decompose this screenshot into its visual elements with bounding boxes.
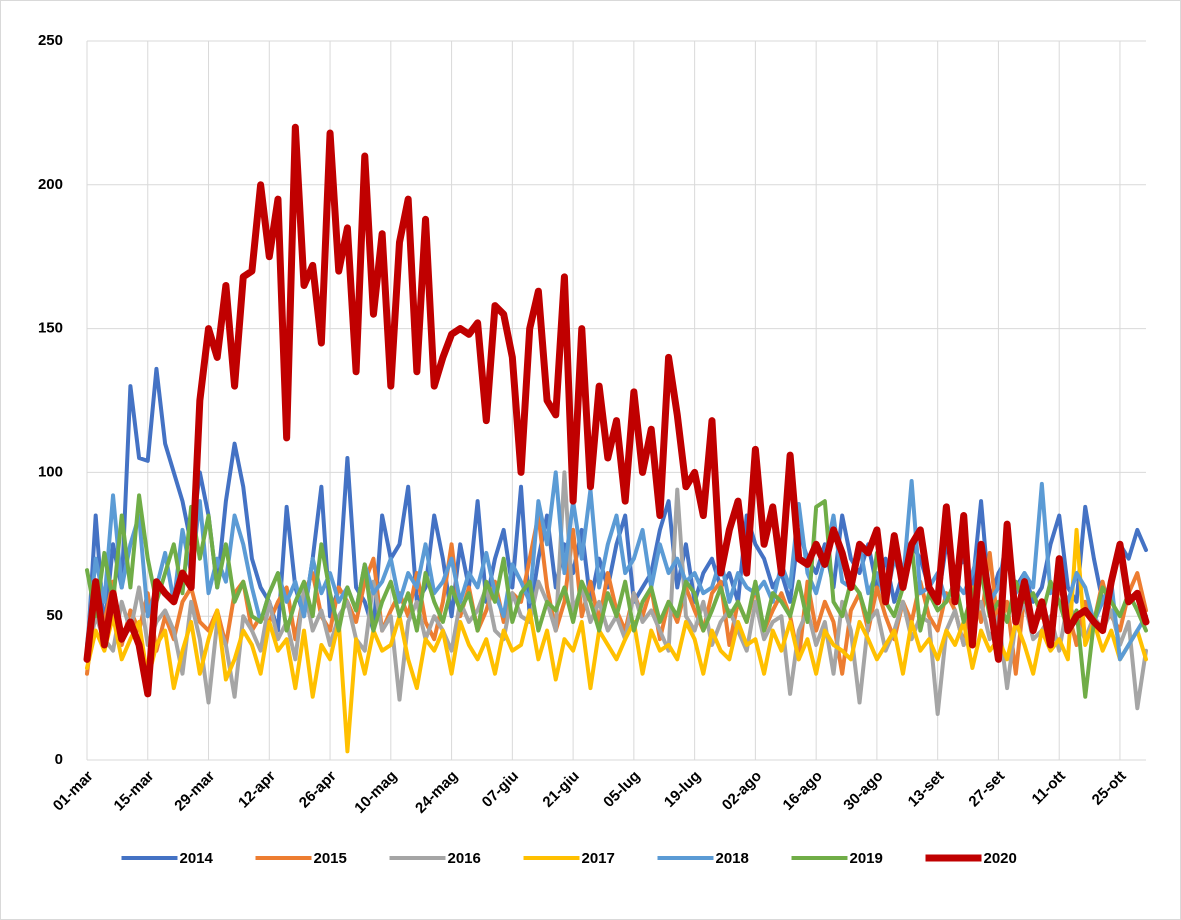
y-tick-label: 0 bbox=[55, 751, 63, 768]
legend-label: 2019 bbox=[850, 850, 883, 867]
line-series bbox=[85, 527, 1148, 754]
legend-label: 2014 bbox=[180, 850, 214, 867]
y-tick-label: 250 bbox=[38, 32, 63, 49]
y-tick-label: 100 bbox=[38, 463, 63, 480]
y-tick-label: 200 bbox=[38, 176, 63, 193]
y-tick-label: 50 bbox=[46, 607, 63, 624]
legend-label: 2020 bbox=[984, 850, 1017, 867]
legend-label: 2015 bbox=[314, 850, 347, 867]
legend-label: 2017 bbox=[582, 850, 615, 867]
legend-label: 2016 bbox=[448, 850, 481, 867]
y-tick-label: 150 bbox=[38, 320, 63, 337]
line-series bbox=[83, 123, 1150, 698]
legend-label: 2018 bbox=[716, 850, 749, 867]
